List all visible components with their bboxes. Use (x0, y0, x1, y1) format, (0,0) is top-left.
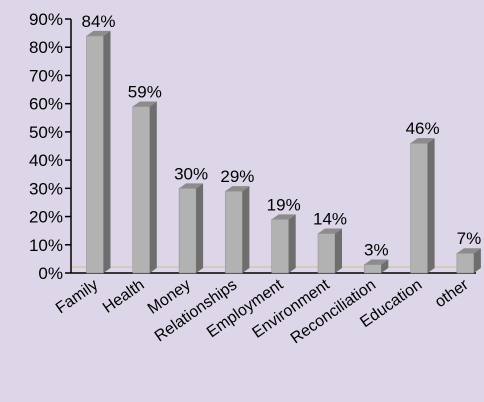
x-tick-label: other (432, 276, 472, 311)
bar-side (242, 186, 250, 273)
data-label: 84% (81, 12, 115, 31)
bar (271, 219, 289, 274)
data-label: 14% (313, 209, 347, 228)
y-tick-label: 60% (29, 95, 63, 114)
x-tick-label: Health (100, 276, 148, 316)
bar-top (86, 30, 111, 36)
bar-side (196, 183, 204, 273)
bar-side (473, 248, 481, 273)
bar-top (410, 138, 435, 144)
bar (86, 35, 104, 274)
bar-side (335, 228, 342, 273)
bar-top (318, 228, 342, 234)
y-tick-label: 20% (29, 208, 63, 227)
bar (132, 106, 151, 274)
data-label: 3% (364, 241, 389, 260)
bar-side (427, 138, 435, 273)
y-tick-label: 30% (29, 179, 63, 198)
data-label: 19% (267, 195, 301, 214)
bar-side (288, 214, 296, 273)
y-tick-label: 40% (29, 151, 63, 170)
bar-side (381, 259, 389, 273)
data-label: 46% (406, 119, 440, 138)
data-label: 29% (220, 167, 254, 186)
y-tick-label: 90% (29, 10, 63, 29)
bar-top (132, 101, 157, 107)
y-tick-label: 10% (29, 236, 63, 255)
y-tick-label: 50% (29, 123, 63, 142)
y-tick-label: 80% (29, 38, 63, 57)
bar-top (364, 259, 389, 265)
data-label: 7% (457, 229, 482, 248)
bar-top (179, 183, 204, 189)
bar (364, 264, 382, 274)
y-tick-label: 0% (38, 264, 63, 283)
bar-side (149, 101, 157, 273)
bar-top (271, 214, 296, 220)
bar (225, 190, 243, 274)
bar-top (225, 186, 250, 192)
bar (410, 142, 428, 274)
bar (456, 252, 475, 274)
bar (317, 233, 336, 274)
bar-side (103, 30, 111, 273)
bar (178, 188, 197, 274)
data-label: 59% (128, 82, 162, 101)
bar-top (456, 248, 481, 254)
data-label: 30% (174, 164, 208, 183)
y-tick-label: 70% (29, 66, 63, 85)
